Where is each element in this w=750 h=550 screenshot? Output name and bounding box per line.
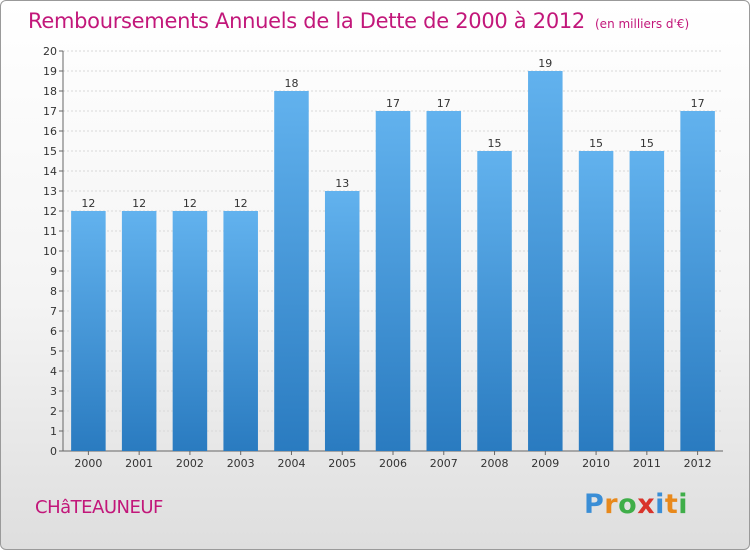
bar: [426, 111, 462, 451]
bar: [629, 151, 665, 451]
x-tick-label: 2005: [328, 457, 356, 470]
x-tick-label: 2002: [176, 457, 204, 470]
y-tick-label: 15: [43, 145, 57, 158]
bar: [71, 211, 106, 451]
data-label: 12: [183, 197, 197, 210]
logo-letter: r: [604, 489, 619, 520]
y-tick-label: 6: [50, 325, 57, 338]
y-tick-label: 8: [50, 285, 57, 298]
data-label: 18: [284, 77, 298, 90]
y-tick-label: 0: [50, 445, 57, 458]
logo-letter: x: [637, 489, 656, 520]
bar: [121, 211, 157, 451]
data-label: 15: [640, 137, 654, 150]
x-tick-label: 2006: [379, 457, 407, 470]
x-tick-label: 2008: [481, 457, 509, 470]
y-tick-label: 19: [43, 65, 57, 78]
x-tick-label: 2009: [531, 457, 559, 470]
logo-letter: t: [664, 489, 679, 520]
bar: [274, 91, 309, 451]
data-label: 13: [335, 177, 349, 190]
y-tick-label: 13: [43, 185, 57, 198]
y-tick-label: 17: [43, 105, 57, 118]
proxiti-logo: Proxiti: [584, 489, 688, 520]
logo-letter: o: [618, 489, 638, 520]
chart-title: Remboursements Annuels de la Dette de 20…: [28, 9, 689, 33]
x-tick-label: 2007: [430, 457, 458, 470]
data-label: 12: [81, 197, 95, 210]
bar: [528, 71, 563, 451]
logo-letter: i: [678, 489, 689, 520]
data-label: 17: [691, 97, 705, 110]
x-tick-label: 2004: [277, 457, 305, 470]
x-tick-label: 2003: [227, 457, 255, 470]
y-tick-label: 18: [43, 85, 57, 98]
bar: [324, 191, 360, 451]
data-label: 15: [589, 137, 603, 150]
bar: [223, 211, 258, 451]
y-tick-label: 10: [43, 245, 57, 258]
data-label: 15: [488, 137, 502, 150]
y-tick-label: 11: [43, 225, 57, 238]
y-tick-label: 16: [43, 125, 57, 138]
x-tick-label: 2000: [74, 457, 102, 470]
data-label: 12: [132, 197, 146, 210]
x-tick-label: 2010: [582, 457, 610, 470]
x-tick-label: 2001: [125, 457, 153, 470]
x-tick-label: 2011: [633, 457, 661, 470]
city-name: CHâTEAUNEUF: [35, 497, 163, 518]
bar: [477, 151, 512, 451]
x-tick-label: 2012: [684, 457, 712, 470]
logo-letter: P: [584, 489, 605, 520]
y-tick-label: 7: [50, 305, 57, 318]
y-tick-label: 1: [50, 425, 57, 438]
bar: [172, 211, 208, 451]
y-tick-label: 5: [50, 345, 57, 358]
data-label: 17: [437, 97, 451, 110]
y-tick-label: 2: [50, 405, 57, 418]
chart-unit: (en milliers d'€): [595, 17, 690, 31]
y-tick-label: 14: [43, 165, 57, 178]
y-tick-label: 12: [43, 205, 57, 218]
data-label: 19: [538, 57, 552, 70]
y-tick-label: 4: [50, 365, 57, 378]
bar: [680, 111, 715, 451]
logo-letter: i: [655, 489, 665, 520]
bar: [578, 151, 614, 451]
chart-title-text: Remboursements Annuels de la Dette de 20…: [28, 9, 585, 33]
data-label: 17: [386, 97, 400, 110]
y-tick-label: 20: [43, 45, 57, 58]
data-label: 12: [234, 197, 248, 210]
y-tick-label: 3: [50, 385, 57, 398]
bar: [375, 111, 411, 451]
y-tick-label: 9: [50, 265, 57, 278]
